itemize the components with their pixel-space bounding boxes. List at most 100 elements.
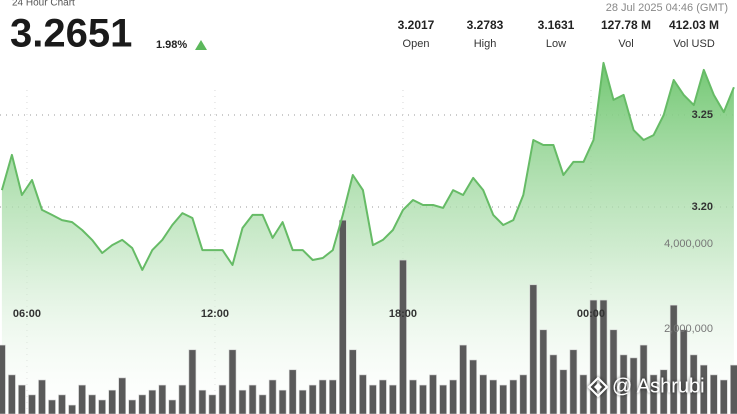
volume-bar [48,399,56,414]
volume-bar [258,394,267,414]
volume-bar [669,304,678,414]
volume-bar [589,299,598,414]
watermark-text: @ Ashrubi [612,375,705,397]
volume-bar [248,384,257,414]
price-line [0,61,735,271]
stat-label: Vol [618,38,633,50]
volume-bar [18,384,26,414]
volume-bar [639,344,648,414]
volume-bar [539,329,548,414]
volume-bar [439,384,447,414]
volume-bar [98,399,106,414]
volume-bar [8,374,16,414]
chart-title: 24 Hour Chart [12,0,75,9]
stat-value: 3.2017 [398,18,435,32]
y2-tick-label: 4,000,000 [664,238,713,250]
volume-bar [28,394,36,414]
volume-bar [268,379,277,414]
price-area [1,62,734,414]
volume-bar [338,219,347,414]
volume-bar [389,384,397,414]
watermark: @ Ashrubi [587,375,705,398]
volume-bar [198,389,207,414]
volume-bar [288,369,297,414]
volume-bar [0,344,6,414]
x-tick-label: 00:00 [577,308,605,320]
volume-bar [419,384,427,414]
volume-bar [108,389,116,414]
volume-bar [208,394,217,414]
volume-bar [298,389,307,414]
volume-bar [348,349,357,414]
volume-bar [609,329,618,414]
volume-bar [519,374,528,414]
volume-bar [58,394,66,414]
volume-bar [308,384,317,414]
volume-bar [730,364,737,414]
price: 3.2651 [10,12,132,56]
volume-bar [409,379,417,414]
overlay: 24 Hour Chart 3.2651 1.98% 28 Jul 2025 0… [10,0,728,398]
volume-bar [88,394,96,414]
volume-bar [509,379,518,414]
stat-value: 412.03 M [669,18,719,32]
volume-bar [549,354,558,414]
volume-bar [489,379,498,414]
volume-bar [369,384,377,414]
volume-bar [68,404,76,414]
volume-bar [328,379,337,414]
volume-bar [379,379,387,414]
volume-bar [529,284,538,414]
stat-label: Low [546,38,566,50]
up-arrow [195,40,207,50]
x-tick-label: 06:00 [13,308,41,320]
volume-bar [679,329,688,414]
volume-bar [569,349,578,414]
volume-bar [138,394,147,414]
x-tick-label: 18:00 [389,308,417,320]
timestamp: 28 Jul 2025 04:46 (GMT) [606,2,728,14]
volume-bar [499,384,508,414]
volume-bar [128,399,136,414]
volume-bar [188,349,197,414]
volume-bar [318,379,327,414]
volume-bar [449,379,457,414]
volume-bar [709,374,718,414]
volume-bar [459,344,467,414]
volume-bar [78,384,86,414]
volume-bar [218,384,227,414]
volume-bar [228,349,237,414]
x-tick-label: 12:00 [201,308,229,320]
stat-value: 3.2783 [467,18,504,32]
volume-bar [469,359,477,414]
stat-value: 127.78 M [601,18,651,32]
volume-bar [278,389,287,414]
stat-label: Open [403,38,430,50]
volume-bar [38,379,46,414]
volume-bar [579,374,588,414]
watermark-icon [587,376,609,398]
y-tick-label: 3.25 [692,109,713,121]
volume-bar [599,299,608,414]
volume-bar [399,259,407,414]
volume-bar [238,389,247,414]
change: 1.98% [156,39,187,51]
volume-bar [168,399,177,414]
stat-label: Vol USD [673,38,715,50]
volume-bar [699,364,708,414]
volume-bar [148,389,157,414]
volume-bar [178,384,187,414]
stat-label: High [474,38,497,50]
y-tick-label: 3.20 [692,201,713,213]
volume-bar [559,369,568,414]
stat-value: 3.1631 [538,18,575,32]
volume-bar [158,384,167,414]
volume-bar [359,374,367,414]
volume-bar [429,374,437,414]
plot: 3.25 3.20 4,000,000 2,000,000 06:00 12:00 18:0… [0,61,737,414]
volume-bar [479,374,488,414]
volume-bar [118,377,126,414]
y2-tick-label: 2,000,000 [664,323,713,335]
volume-bar [719,379,728,414]
